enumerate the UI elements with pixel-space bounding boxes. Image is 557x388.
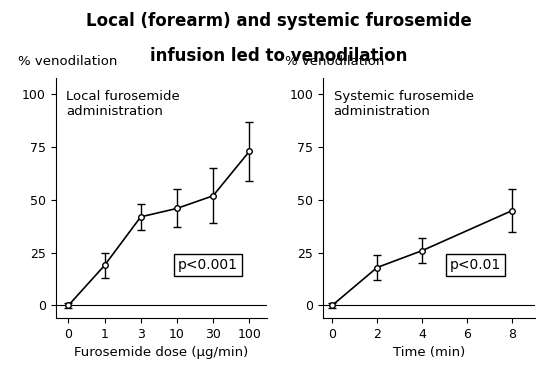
Text: Local (forearm) and systemic furosemide: Local (forearm) and systemic furosemide [86,12,471,29]
Text: p<0.01: p<0.01 [450,258,501,272]
Text: % venodilation: % venodilation [285,55,384,68]
Text: Local furosemide
administration: Local furosemide administration [66,90,180,118]
Text: % venodilation: % venodilation [18,55,117,68]
Text: p<0.001: p<0.001 [178,258,238,272]
Text: Systemic furosemide
administration: Systemic furosemide administration [334,90,473,118]
X-axis label: Time (min): Time (min) [393,346,465,359]
Text: infusion led to venodilation: infusion led to venodilation [150,47,407,64]
X-axis label: Furosemide dose (μg/min): Furosemide dose (μg/min) [75,346,248,359]
